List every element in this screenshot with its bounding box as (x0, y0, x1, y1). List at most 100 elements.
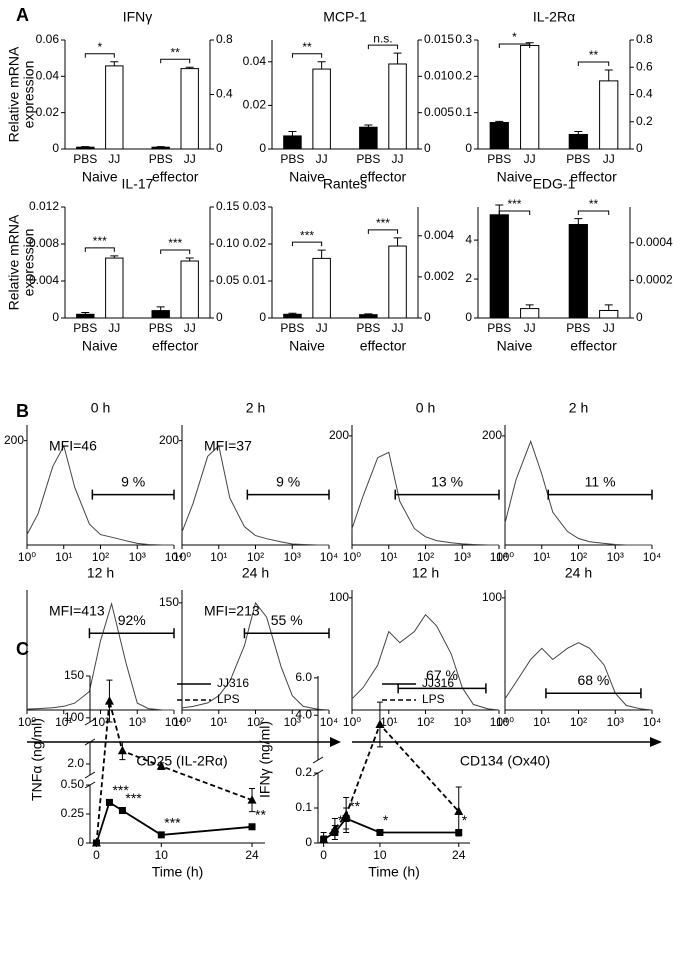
group-label: Naive (82, 338, 118, 354)
mfi-label: MFI=413 (49, 603, 105, 619)
y-tick-label: 0.06 (36, 32, 60, 46)
x-axis-label: Time (h) (368, 864, 420, 880)
bracket (498, 210, 531, 215)
chart-title: Rantes (323, 176, 367, 192)
significance: ** (589, 197, 599, 211)
y2-tick-label: 0.4 (216, 87, 233, 101)
bar (180, 68, 199, 150)
axis-label: CD134 (Ox40) (460, 753, 550, 769)
x-tick-label: PBS (487, 152, 511, 166)
x-tick-label: 10³ (607, 715, 624, 729)
y-tick-label: 0 (52, 310, 59, 324)
x-tick-label: 10⁰ (18, 715, 36, 729)
chart-title: IL-17 (122, 176, 154, 192)
x-tick-label: 10³ (129, 715, 146, 729)
x-tick-label: JJ (392, 321, 404, 335)
chart-title: 12 h (87, 565, 114, 581)
y-tick-label: 0 (465, 310, 472, 324)
bar (489, 121, 509, 150)
bracket (577, 210, 610, 215)
x-tick-label: 10¹ (380, 550, 397, 564)
x-tick-label: 10³ (454, 715, 471, 729)
x-tick-label: 10⁴ (490, 550, 509, 564)
y2-tick-label: 0 (424, 310, 431, 324)
error-bar (393, 237, 402, 247)
x-tick-label: 10¹ (210, 550, 227, 564)
y-axis-label: TNFα (ng/ml) (29, 718, 45, 801)
y-tick-label: 150 (64, 668, 84, 682)
axis-break (312, 756, 324, 764)
y-tick-label: 0.1 (295, 800, 312, 814)
y-tick-label: 0.008 (29, 236, 59, 250)
chart-title: IL-2Rα (533, 9, 575, 25)
group-label: effector (570, 338, 617, 354)
x-tick-label: PBS (149, 321, 173, 335)
panel-label: C (16, 639, 29, 659)
gate-label: 67 % (426, 667, 458, 683)
bar (151, 310, 170, 319)
gate (394, 489, 500, 500)
marker (376, 829, 384, 836)
histogram-curve (351, 451, 499, 546)
x-tick-label: PBS (356, 321, 380, 335)
bar (76, 146, 95, 150)
gate (397, 683, 487, 694)
x-tick-label: 10³ (129, 550, 146, 564)
legend-label: JJ316 (422, 676, 454, 690)
x-tick-label: 10¹ (55, 715, 72, 729)
bracket (577, 61, 610, 66)
x-tick-label: PBS (73, 152, 97, 166)
error-bar (110, 61, 119, 66)
chart-title: 0 h (91, 400, 110, 416)
y2-tick-label: 0 (424, 141, 431, 155)
marker (247, 795, 257, 804)
x-tick-label: 10⁰ (173, 550, 191, 564)
error-bar (574, 218, 583, 225)
bracket (84, 247, 115, 252)
y-tick-label: 100 (482, 590, 502, 604)
gate (88, 628, 175, 639)
bar (76, 313, 95, 319)
x-tick-label: 10² (570, 715, 587, 729)
marker (117, 745, 127, 755)
axis-label: CD25 (IL-2Rα) (136, 753, 227, 769)
group-label: effector (360, 338, 407, 354)
x-tick-label: 10 (155, 848, 169, 862)
x-tick-label: 10² (417, 715, 434, 729)
point-label: ** (255, 806, 266, 822)
group-label: effector (570, 169, 617, 185)
significance: *** (93, 234, 107, 248)
arrow-head (330, 737, 341, 747)
error-bar (317, 249, 326, 259)
significance: ** (171, 45, 181, 59)
x-tick-label: 10 (373, 848, 387, 862)
bar (105, 65, 124, 150)
y-tick-label: 0 (465, 141, 472, 155)
bar (388, 245, 407, 319)
bar (520, 308, 540, 319)
point-label: * (462, 812, 468, 828)
x-tick-label: JJ (603, 321, 615, 335)
x-tick-label: JJ (108, 152, 120, 166)
y-tick-label: 200 (329, 428, 349, 442)
group-label: effector (152, 338, 199, 354)
bar (599, 80, 619, 150)
y2-tick-label: 0.4 (636, 87, 653, 101)
x-tick-label: 10¹ (533, 715, 550, 729)
y2-tick-label: 0.015 (424, 32, 454, 46)
chart-title: 2 h (569, 400, 588, 416)
x-tick-label: 10³ (607, 550, 624, 564)
bar (283, 313, 302, 319)
x-tick-label: JJ (524, 152, 536, 166)
x-tick-label: 10¹ (380, 715, 397, 729)
y-tick-label: 100 (329, 590, 349, 604)
marker (454, 806, 464, 815)
marker (105, 798, 113, 806)
y2-tick-label: 0.6 (636, 59, 653, 73)
bar (388, 63, 407, 150)
x-tick-label: 10⁰ (343, 715, 361, 729)
histogram-curve (504, 439, 652, 546)
y-tick-label: 0.04 (36, 69, 60, 83)
y-tick-label: 6.0 (295, 670, 312, 684)
